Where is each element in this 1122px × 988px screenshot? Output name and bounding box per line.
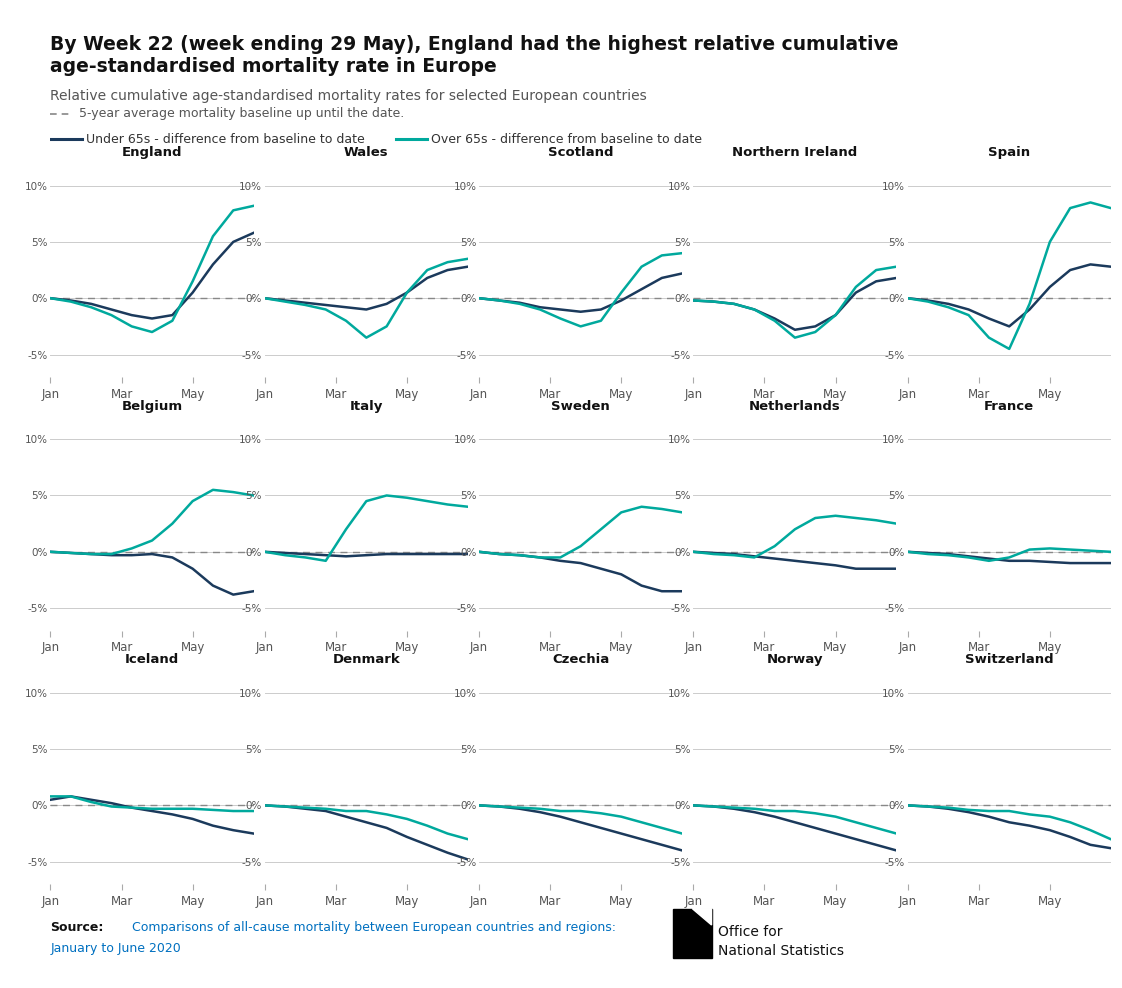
Title: Northern Ireland: Northern Ireland (733, 146, 857, 159)
Text: By Week 22 (week ending 29 May), England had the highest relative cumulative: By Week 22 (week ending 29 May), England… (50, 35, 899, 53)
Text: Comparisons of all-cause mortality between European countries and regions:: Comparisons of all-cause mortality betwe… (132, 921, 616, 934)
Title: England: England (122, 146, 182, 159)
Title: Scotland: Scotland (548, 146, 614, 159)
Title: Switzerland: Switzerland (965, 653, 1054, 666)
Title: Norway: Norway (766, 653, 824, 666)
Text: Over 65s - difference from baseline to date: Over 65s - difference from baseline to d… (431, 132, 702, 146)
Polygon shape (692, 909, 711, 925)
Text: age-standardised mortality rate in Europe: age-standardised mortality rate in Europ… (50, 57, 497, 76)
Title: France: France (984, 400, 1034, 413)
Text: 5-year average mortality baseline up until the date.: 5-year average mortality baseline up unt… (79, 107, 404, 121)
Text: Relative cumulative age-standardised mortality rates for selected European count: Relative cumulative age-standardised mor… (50, 89, 647, 103)
Title: Denmark: Denmark (332, 653, 401, 666)
Text: January to June 2020: January to June 2020 (50, 942, 182, 954)
Text: Office for: Office for (718, 925, 782, 939)
Title: Wales: Wales (344, 146, 388, 159)
Title: Czechia: Czechia (552, 653, 609, 666)
Bar (673, 909, 711, 957)
Title: Belgium: Belgium (121, 400, 183, 413)
Title: Iceland: Iceland (125, 653, 180, 666)
Text: National Statistics: National Statistics (718, 944, 844, 957)
Title: Netherlands: Netherlands (749, 400, 840, 413)
Title: Italy: Italy (350, 400, 383, 413)
Text: Under 65s - difference from baseline to date: Under 65s - difference from baseline to … (85, 132, 365, 146)
Text: Source:: Source: (50, 921, 104, 934)
Title: Spain: Spain (988, 146, 1030, 159)
Title: Sweden: Sweden (551, 400, 610, 413)
